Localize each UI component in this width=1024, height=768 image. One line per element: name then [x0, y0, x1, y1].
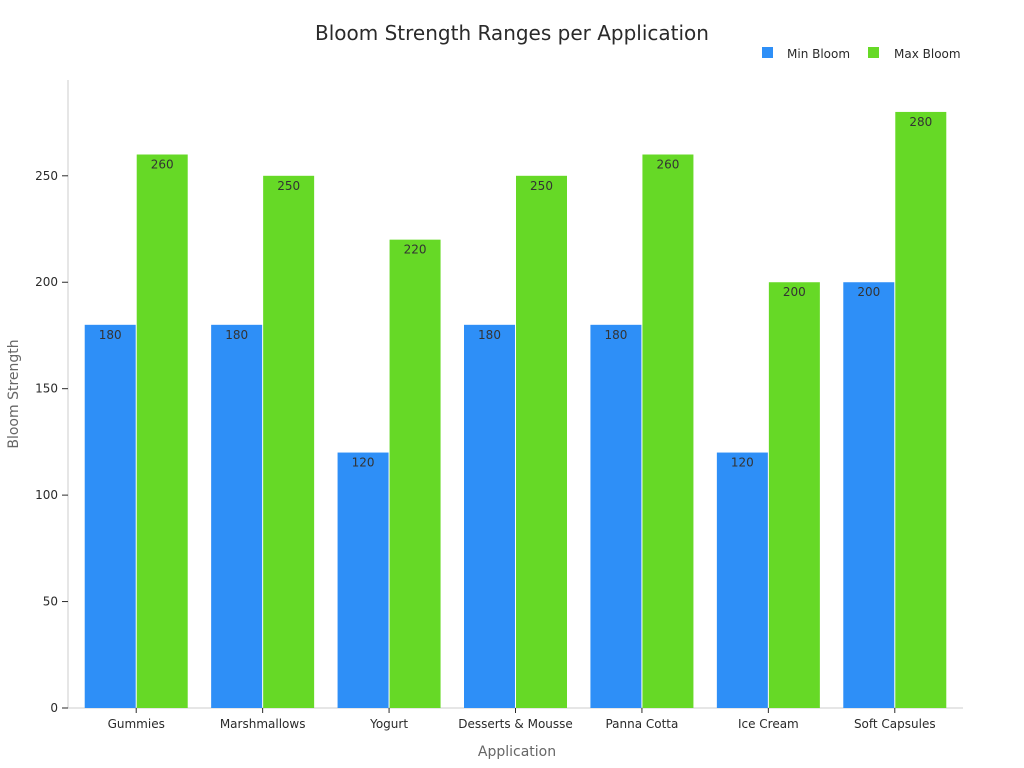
legend-label-min-bloom: Min Bloom: [787, 47, 850, 61]
data-label: 180: [604, 328, 627, 342]
bar-min-bloom: [84, 324, 136, 708]
x-axis-title: Application: [478, 744, 556, 760]
bar-min-bloom: [716, 452, 768, 708]
data-label: 220: [404, 243, 427, 257]
y-axis-title: Bloom Strength: [6, 339, 22, 448]
y-tick-label: 100: [35, 488, 58, 502]
x-tick-label: Marshmallows: [220, 717, 306, 731]
x-tick-label: Desserts & Mousse: [458, 717, 573, 731]
y-tick-label: 0: [50, 701, 58, 715]
x-tick-label: Yogurt: [369, 717, 408, 731]
bar-max-bloom: [768, 282, 820, 708]
data-label: 120: [352, 456, 375, 470]
data-label: 180: [225, 328, 248, 342]
bar-max-bloom: [263, 175, 315, 708]
x-tick-label: Gummies: [108, 717, 165, 731]
data-label: 260: [656, 158, 679, 172]
data-label: 180: [478, 328, 501, 342]
x-tick-label: Panna Cotta: [605, 717, 678, 731]
bar-min-bloom: [590, 324, 642, 708]
plot-area: 0 50 100 150 200 250 180 260 Gummies 180 250 Marshm…: [35, 80, 963, 731]
y-tick-label: 200: [35, 275, 58, 289]
y-tick-label: 150: [35, 382, 58, 396]
data-label: 250: [277, 179, 300, 193]
legend-swatch-max-bloom: [868, 47, 879, 58]
bar-min-bloom: [843, 282, 895, 708]
bar-min-bloom: [337, 452, 389, 708]
y-tick-label: 50: [43, 595, 58, 609]
chart-title: Bloom Strength Ranges per Application: [315, 21, 709, 45]
bar-max-bloom: [516, 175, 567, 708]
legend-swatch-min-bloom: [762, 47, 773, 58]
data-label: 280: [909, 115, 932, 129]
bar-max-bloom: [642, 154, 694, 708]
y-tick-label: 250: [35, 169, 58, 183]
bar-min-bloom: [211, 324, 263, 708]
legend-label-max-bloom: Max Bloom: [894, 47, 961, 61]
x-tick-label: Ice Cream: [738, 717, 799, 731]
x-tick-label: Soft Capsules: [854, 717, 936, 731]
bar-max-bloom: [136, 154, 188, 708]
data-label: 200: [783, 285, 806, 299]
bar-min-bloom: [464, 324, 515, 708]
bar-max-bloom: [389, 239, 441, 708]
data-label: 120: [731, 456, 754, 470]
data-label: 200: [857, 285, 880, 299]
data-label: 250: [530, 179, 553, 193]
data-label: 260: [151, 158, 174, 172]
bar-max-bloom: [895, 111, 947, 709]
legend: Min Bloom Max Bloom: [762, 47, 961, 61]
data-label: 180: [99, 328, 122, 342]
